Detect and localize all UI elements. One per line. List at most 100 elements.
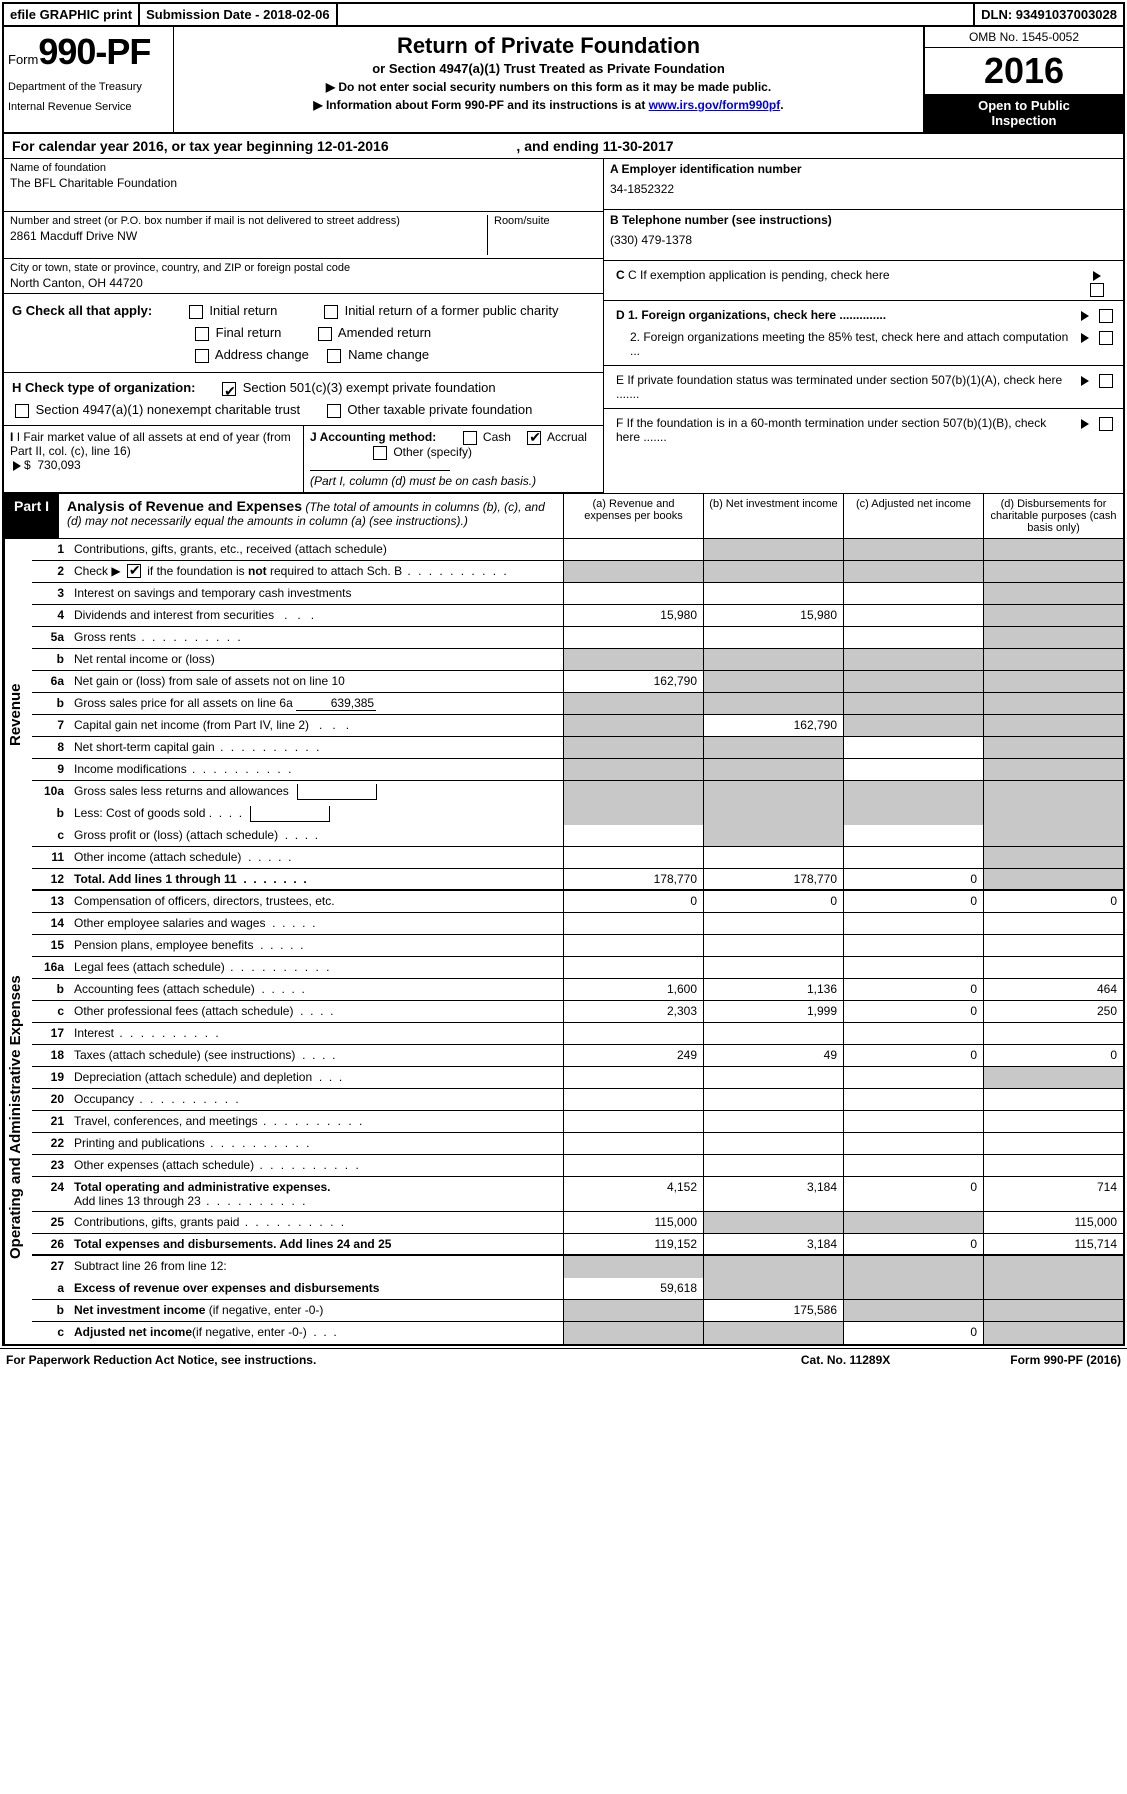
line-22: 22Printing and publications — [32, 1133, 1123, 1155]
amended-return-checkbox[interactable] — [318, 327, 332, 341]
4947-checkbox[interactable] — [15, 404, 29, 418]
line-4: 4Dividends and interest from securities … — [32, 605, 1123, 627]
form-title: Return of Private Foundation — [180, 33, 917, 59]
calendar-year-row: For calendar year 2016, or tax year begi… — [4, 134, 1123, 159]
other-method-checkbox[interactable] — [373, 446, 387, 460]
60month-checkbox[interactable] — [1099, 417, 1113, 431]
open-public-2: Inspection — [929, 113, 1119, 128]
line-19: 19Depreciation (attach schedule) and dep… — [32, 1067, 1123, 1089]
foreign-org-checkbox[interactable] — [1099, 309, 1113, 323]
form-page: efile GRAPHIC print Submission Date - 20… — [2, 2, 1125, 1346]
address-cell: Number and street (or P.O. box number if… — [4, 212, 603, 259]
line-25: 25Contributions, gifts, grants paid115,0… — [32, 1212, 1123, 1234]
line-6b: bGross sales price for all assets on lin… — [32, 693, 1123, 715]
fmv-value: 730,093 — [37, 458, 80, 472]
line-16b: bAccounting fees (attach schedule) . . .… — [32, 979, 1123, 1001]
line-6b-value: 639,385 — [296, 696, 376, 711]
j-label: J Accounting method: — [310, 430, 436, 444]
d1-label: D 1. Foreign organizations, check here .… — [616, 308, 886, 322]
line-24: 24Total operating and administrative exp… — [32, 1177, 1123, 1212]
line-16a: 16aLegal fees (attach schedule) — [32, 957, 1123, 979]
terminated-checkbox[interactable] — [1099, 374, 1113, 388]
foreign-85-checkbox[interactable] — [1099, 331, 1113, 345]
arrow-icon — [13, 461, 21, 471]
arrow-icon — [1081, 333, 1089, 343]
line-7: 7Capital gain net income (from Part IV, … — [32, 715, 1123, 737]
phone-cell: B Telephone number (see instructions) (3… — [604, 210, 1123, 261]
instructions-link[interactable]: www.irs.gov/form990pf — [649, 98, 781, 112]
cal-year-begin: For calendar year 2016, or tax year begi… — [12, 138, 389, 154]
dept-treasury: Department of the Treasury — [8, 81, 169, 93]
page-footer: For Paperwork Reduction Act Notice, see … — [0, 1348, 1127, 1371]
address-change-checkbox[interactable] — [195, 349, 209, 363]
header-mid: Return of Private Foundation or Section … — [174, 27, 923, 132]
foundation-name: The BFL Charitable Foundation — [10, 176, 597, 190]
col-c-header: (c) Adjusted net income — [843, 494, 983, 538]
line-27a: aExcess of revenue over expenses and dis… — [32, 1278, 1123, 1300]
h-opt-2: Section 4947(a)(1) nonexempt charitable … — [36, 402, 300, 417]
form-ref: Form 990-PF (2016) — [1010, 1353, 1121, 1367]
revenue-section: Revenue 1Contributions, gifts, grants, e… — [4, 539, 1123, 891]
catalog-number: Cat. No. 11289X — [801, 1353, 890, 1367]
street-address: 2861 Macduff Drive NW — [10, 229, 487, 243]
initial-return-checkbox[interactable] — [189, 305, 203, 319]
expense-section: Operating and Administrative Expenses 13… — [4, 891, 1123, 1344]
city-value: North Canton, OH 44720 — [10, 276, 597, 290]
arrow-icon — [1081, 419, 1089, 429]
l2-post: if the foundation is not required to att… — [147, 564, 402, 578]
h-opt-3: Other taxable private foundation — [347, 402, 532, 417]
form-number: 990-PF — [38, 31, 150, 72]
g-opt-0: Initial return — [209, 303, 277, 318]
dln: DLN: 93491037003028 — [975, 4, 1123, 25]
exemption-pending-checkbox[interactable] — [1090, 283, 1104, 297]
e-label: E If private foundation status was termi… — [610, 369, 1077, 405]
schb-checkbox[interactable] — [127, 564, 141, 578]
501c3-checkbox[interactable] — [222, 382, 236, 396]
line-12: 12Total. Add lines 1 through 11 . . . . … — [32, 869, 1123, 891]
section-c: C C If exemption application is pending,… — [604, 261, 1123, 301]
info-right: A Employer identification number 34-1852… — [603, 159, 1123, 493]
submission-date: Submission Date - 2018-02-06 — [140, 4, 338, 25]
info-left: Name of foundation The BFL Charitable Fo… — [4, 159, 603, 493]
final-return-checkbox[interactable] — [195, 327, 209, 341]
h-label: H Check type of organization: — [12, 380, 195, 395]
j-note: (Part I, column (d) must be on cash basi… — [310, 474, 536, 488]
line-2: 2Check ▶ if the foundation is not requir… — [32, 561, 1123, 583]
section-e: E If private foundation status was termi… — [604, 366, 1123, 409]
other-taxable-checkbox[interactable] — [327, 404, 341, 418]
efile-label: efile GRAPHIC print — [4, 4, 140, 25]
line-21: 21Travel, conferences, and meetings — [32, 1111, 1123, 1133]
part1-header: Part I Analysis of Revenue and Expenses … — [4, 494, 1123, 539]
j-cash: Cash — [483, 430, 511, 444]
arrow-icon — [1081, 376, 1089, 386]
section-ij: I I Fair market value of all assets at e… — [4, 426, 603, 493]
f-label: F If the foundation is in a 60-month ter… — [610, 412, 1077, 448]
name-change-checkbox[interactable] — [327, 349, 341, 363]
j-other: Other (specify) — [393, 445, 472, 459]
open-public-1: Open to Public — [929, 98, 1119, 113]
line-15: 15Pension plans, employee benefits . . .… — [32, 935, 1123, 957]
line-20: 20Occupancy — [32, 1089, 1123, 1111]
part1-desc: Analysis of Revenue and Expenses (The to… — [59, 494, 563, 538]
ein-value: 34-1852322 — [610, 182, 1117, 196]
ein-label: A Employer identification number — [610, 162, 802, 176]
i-label: I Fair market value of all assets at end… — [10, 430, 291, 458]
cash-checkbox[interactable] — [463, 431, 477, 445]
initial-former-checkbox[interactable] — [324, 305, 338, 319]
arrow-icon — [1081, 311, 1089, 321]
line-27b: bNet investment income (if negative, ent… — [32, 1300, 1123, 1322]
line-27: 27Subtract line 26 from line 12: — [32, 1256, 1123, 1278]
g-opt-5: Name change — [348, 347, 429, 362]
dept-irs: Internal Revenue Service — [8, 101, 169, 113]
c-label: C If exemption application is pending, c… — [628, 268, 890, 282]
accrual-checkbox[interactable] — [527, 431, 541, 445]
instruction-2-text: ▶ Information about Form 990-PF and its … — [313, 98, 648, 112]
form-prefix: Form — [8, 52, 38, 67]
instruction-2: ▶ Information about Form 990-PF and its … — [180, 98, 917, 112]
expense-side-label: Operating and Administrative Expenses — [4, 891, 32, 1344]
line-10c: cGross profit or (loss) (attach schedule… — [32, 825, 1123, 847]
section-f: F If the foundation is in a 60-month ter… — [604, 409, 1123, 451]
instruction-1: ▶ Do not enter social security numbers o… — [180, 80, 917, 94]
other-specify-line[interactable] — [310, 470, 450, 471]
col-b-header: (b) Net investment income — [703, 494, 843, 538]
